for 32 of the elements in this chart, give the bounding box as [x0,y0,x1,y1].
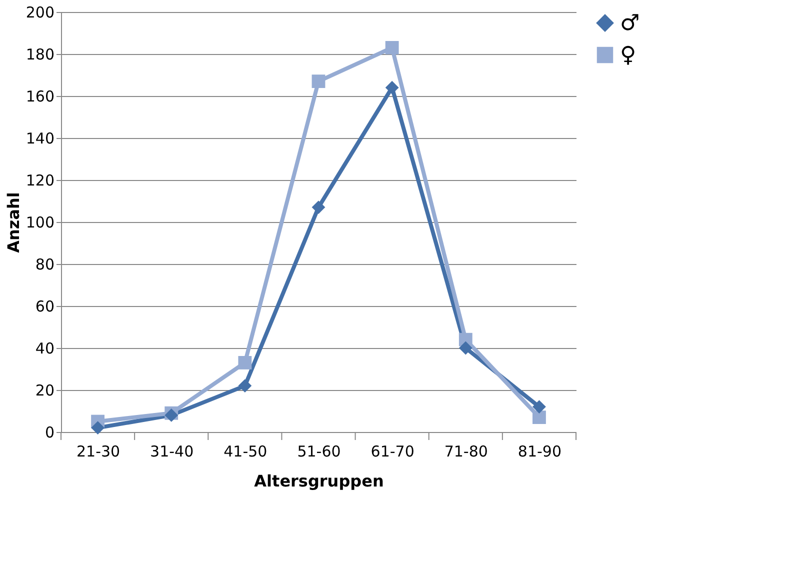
legend-label: ♂ [620,11,640,36]
point [238,379,252,393]
y-tick-label: 160 [26,88,54,106]
point [385,80,399,94]
point [385,40,399,54]
point [91,421,104,435]
point [312,200,326,214]
y-tick-label: 140 [26,130,54,148]
x-tick-label: 51-60 [297,442,341,460]
y-tick-label: 200 [26,4,54,22]
y-axis-title: Anzahl [4,192,23,253]
x-axis-title: Altersgruppen [254,472,384,490]
point [312,74,326,88]
x-tick-label: 21-30 [76,442,120,460]
y-tick-label: 180 [26,46,54,64]
point [238,356,252,370]
point [458,341,472,355]
x-tick-label: 61-70 [370,442,414,460]
point [532,400,546,414]
y-tick-label: 20 [35,382,54,400]
y-tick-label: 0 [44,424,54,442]
y-tick-label: 80 [35,256,54,274]
y-tick-label: 40 [35,340,54,358]
y-tick-label: 120 [26,172,54,190]
x-tick-label: 41-50 [224,442,268,460]
legend-label: ♀ [620,43,636,68]
point [532,410,546,424]
x-tick-label: 71-80 [444,442,488,460]
x-tick-label: 81-90 [518,442,562,460]
y-tick-label: 60 [35,298,54,316]
y-tick-label: 100 [26,214,54,232]
x-tick-label: 31-40 [150,442,194,460]
